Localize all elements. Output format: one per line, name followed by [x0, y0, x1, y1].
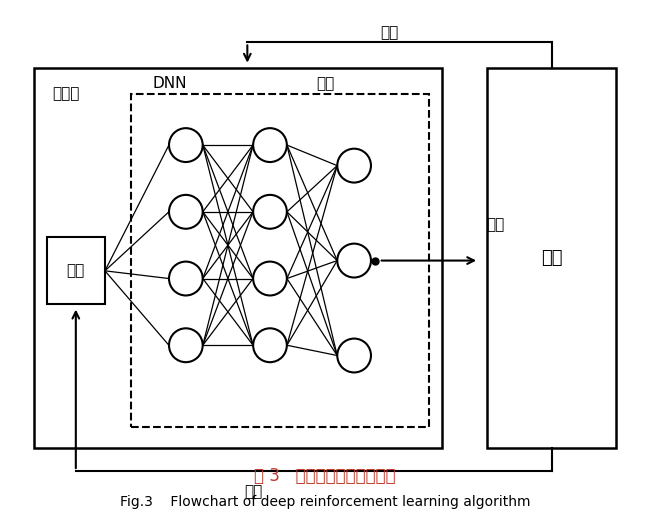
FancyBboxPatch shape [34, 68, 441, 448]
Ellipse shape [169, 128, 203, 162]
Text: 特征: 特征 [316, 76, 334, 91]
Ellipse shape [169, 195, 203, 229]
FancyBboxPatch shape [487, 68, 616, 448]
Text: 智能体: 智能体 [53, 86, 80, 101]
Text: 观察: 观察 [244, 484, 263, 499]
Ellipse shape [253, 128, 287, 162]
Ellipse shape [253, 195, 287, 229]
FancyBboxPatch shape [131, 94, 428, 427]
Text: 环境: 环境 [541, 249, 562, 267]
Ellipse shape [169, 328, 203, 362]
Ellipse shape [337, 149, 371, 183]
Ellipse shape [253, 328, 287, 362]
Text: 图 3   深度强化学习算法结构: 图 3 深度强化学习算法结构 [254, 467, 396, 485]
Text: 动作: 动作 [487, 217, 505, 232]
Ellipse shape [169, 262, 203, 296]
Text: 奖赏: 奖赏 [381, 25, 399, 40]
Text: DNN: DNN [152, 76, 187, 91]
Ellipse shape [337, 244, 371, 278]
Text: 状态: 状态 [67, 263, 85, 278]
Ellipse shape [253, 262, 287, 296]
Ellipse shape [337, 338, 371, 373]
FancyBboxPatch shape [47, 237, 105, 304]
Text: Fig.3    Flowchart of deep reinforcement learning algorithm: Fig.3 Flowchart of deep reinforcement le… [120, 495, 530, 509]
